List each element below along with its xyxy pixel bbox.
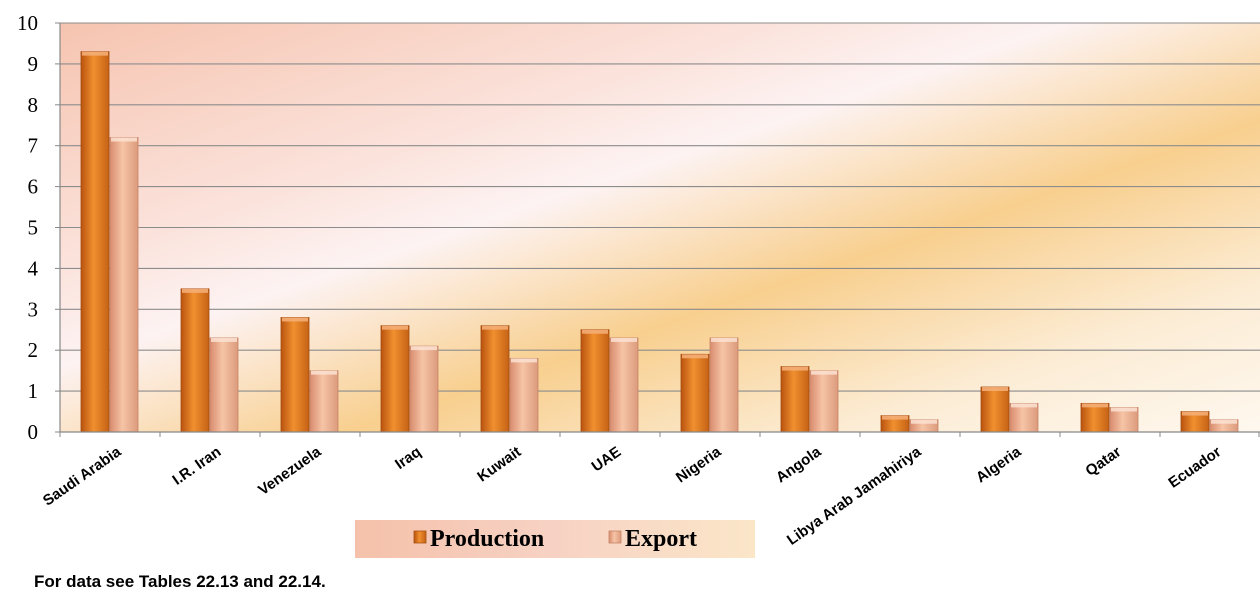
bar-export: [1010, 403, 1038, 432]
bar-export: [810, 371, 838, 432]
bar-export-cap: [611, 338, 637, 342]
bar-export-cap: [411, 346, 437, 350]
bar-export-cap: [311, 371, 337, 375]
bar-production: [1081, 403, 1109, 432]
legend-swatch-export: [609, 531, 621, 543]
bar-production-cap: [382, 326, 408, 330]
bar-production-cap: [782, 367, 808, 371]
bar-production-cap: [682, 354, 708, 358]
bar-production: [81, 52, 109, 432]
bar-export-cap: [511, 358, 537, 362]
bar-export-cap: [1011, 403, 1037, 407]
x-tick-label: Saudi Arabia: [40, 443, 125, 510]
y-tick-label: 5: [28, 216, 39, 240]
y-tick-label: 8: [28, 93, 39, 117]
y-tick-label: 3: [28, 297, 39, 321]
bar-production: [181, 289, 209, 432]
bar-production-cap: [1082, 403, 1108, 407]
y-axis-ticks: 0 1 2 3 4 5 6 7 8 9 10: [17, 11, 60, 444]
bar-production-cap: [82, 52, 108, 56]
legend-swatch-production: [414, 531, 426, 543]
source-note: For data see Tables 22.13 and 22.14.: [34, 572, 326, 592]
bar-production-cap: [182, 289, 208, 293]
y-tick-label: 4: [28, 256, 39, 280]
bar-export: [210, 338, 238, 432]
x-tick-label: Venezuela: [255, 443, 325, 499]
bar-production-cap: [282, 317, 308, 321]
bar-production-cap: [582, 330, 608, 334]
bar-production-cap: [1182, 412, 1208, 416]
bar-export-cap: [1211, 420, 1237, 424]
bar-export: [410, 346, 438, 432]
bar-export: [610, 338, 638, 432]
x-tick-label: Algeria: [973, 443, 1025, 486]
x-tick-label: Angola: [773, 443, 825, 486]
y-tick-label: 6: [28, 175, 39, 199]
x-tick-label: Nigeria: [673, 443, 725, 486]
y-tick-label: 0: [28, 420, 39, 444]
bar-export: [510, 358, 538, 432]
x-tick-label: Qatar: [1082, 443, 1124, 479]
legend-label-production: Production: [430, 526, 544, 552]
bar-production: [781, 367, 809, 432]
bar-production: [681, 354, 709, 432]
bar-export-cap: [811, 371, 837, 375]
bar-export-cap: [1111, 407, 1137, 411]
bar-production-cap: [482, 326, 508, 330]
bar-production: [281, 317, 309, 432]
bar-production-cap: [982, 387, 1008, 391]
bar-export-cap: [711, 338, 737, 342]
x-tick-label: I.R. Iran: [169, 443, 224, 488]
bar-production-cap: [882, 416, 908, 420]
bar-export-cap: [911, 420, 937, 424]
bar-export-cap: [211, 338, 237, 342]
x-tick-label: Kuwait: [474, 443, 524, 485]
bar-production: [981, 387, 1009, 432]
bar-production: [581, 330, 609, 432]
y-tick-label: 7: [28, 134, 39, 158]
y-tick-label: 9: [28, 52, 39, 76]
legend-label-export: Export: [625, 526, 697, 552]
y-tick-label: 10: [17, 11, 38, 35]
x-tick-label: Ecuador: [1165, 443, 1224, 491]
bar-production: [481, 326, 509, 432]
y-tick-label: 1: [28, 379, 39, 403]
bar-export-cap: [111, 138, 137, 142]
bar-export: [110, 138, 138, 432]
bar-export: [310, 371, 338, 432]
legend: Production Export: [355, 520, 755, 558]
x-tick-label: UAE: [589, 443, 625, 475]
x-tick-label: Iraq: [392, 443, 424, 473]
bar-export: [710, 338, 738, 432]
bar-production: [381, 326, 409, 432]
y-tick-label: 2: [28, 338, 39, 362]
